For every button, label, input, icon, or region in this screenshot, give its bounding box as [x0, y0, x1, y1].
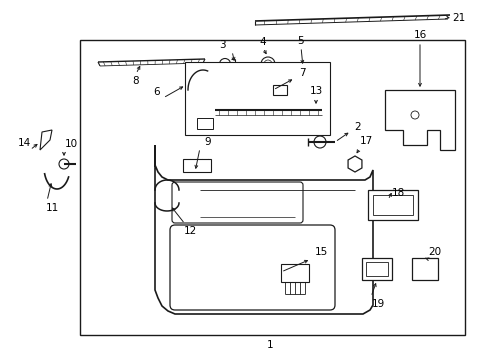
Text: 3: 3 [218, 40, 225, 50]
Text: 12: 12 [183, 226, 196, 236]
Bar [80, 40, 464, 335]
Text: 18: 18 [390, 188, 404, 198]
Bar [367, 190, 417, 220]
Text: 2: 2 [354, 122, 361, 132]
Text: 13: 13 [309, 86, 322, 96]
Text: 19: 19 [370, 299, 384, 309]
Text: 8: 8 [132, 76, 139, 86]
Text: 20: 20 [427, 247, 441, 257]
FancyBboxPatch shape [172, 182, 303, 223]
Bar [365, 262, 387, 276]
Text: 16: 16 [412, 30, 426, 40]
Text: 17: 17 [359, 136, 372, 146]
Text: 11: 11 [45, 203, 59, 213]
Text: 15: 15 [314, 247, 327, 257]
Bar [183, 159, 210, 172]
Bar [184, 62, 329, 135]
Text: 14: 14 [18, 138, 31, 148]
Text: 21: 21 [451, 13, 465, 23]
Text: 4: 4 [259, 37, 266, 47]
Bar [281, 264, 308, 282]
Text: 9: 9 [204, 137, 211, 147]
Text: 7: 7 [298, 68, 305, 78]
Bar [361, 258, 391, 280]
Text: 1: 1 [266, 340, 273, 350]
Bar [197, 118, 213, 129]
Bar [372, 195, 412, 215]
FancyBboxPatch shape [170, 225, 334, 310]
Bar [411, 258, 437, 280]
Text: 10: 10 [64, 139, 78, 149]
Bar [272, 85, 286, 95]
Text: 6: 6 [153, 87, 160, 97]
Text: 5: 5 [297, 36, 304, 46]
